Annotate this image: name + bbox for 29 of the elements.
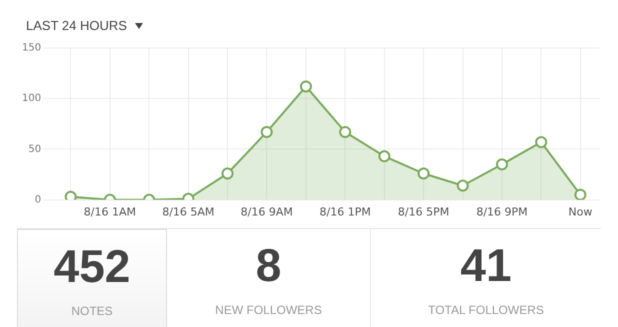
point [496, 158, 508, 170]
point [339, 126, 352, 138]
x-tick-label: 8/16 9PM [476, 205, 528, 218]
x-tick-label: 8/16 5AM [162, 205, 214, 218]
text: TOTAL FOLLOWERS [427, 303, 545, 317]
x-tick-label: 8/16 9AM [240, 205, 293, 218]
x-tick-label: 8/16 1AM [84, 205, 136, 218]
point [64, 190, 77, 200]
point [300, 80, 312, 92]
y-tick-label: 50 [28, 144, 42, 155]
point [574, 188, 586, 200]
y-tick-label: 150 [22, 42, 42, 54]
point [456, 180, 469, 192]
point [418, 167, 430, 180]
point [260, 126, 273, 138]
text: 8 [254, 239, 282, 291]
text: 41 [459, 239, 513, 291]
x-tick-label: Now [568, 205, 592, 218]
chart-title: LAST 24 HOURS [26, 18, 127, 33]
point [222, 167, 234, 180]
point [378, 150, 390, 162]
text: NOTES [70, 304, 114, 318]
x-tick-label: 8/16 1PM [319, 205, 371, 218]
text: 452 [52, 240, 132, 292]
y-tick-label: 0 [34, 194, 42, 206]
y-tick-label: 100 [22, 93, 42, 104]
point [535, 136, 548, 148]
x-tick-label: 8/16 5PM [398, 205, 450, 218]
text: NEW FOLLOWERS [214, 303, 323, 317]
